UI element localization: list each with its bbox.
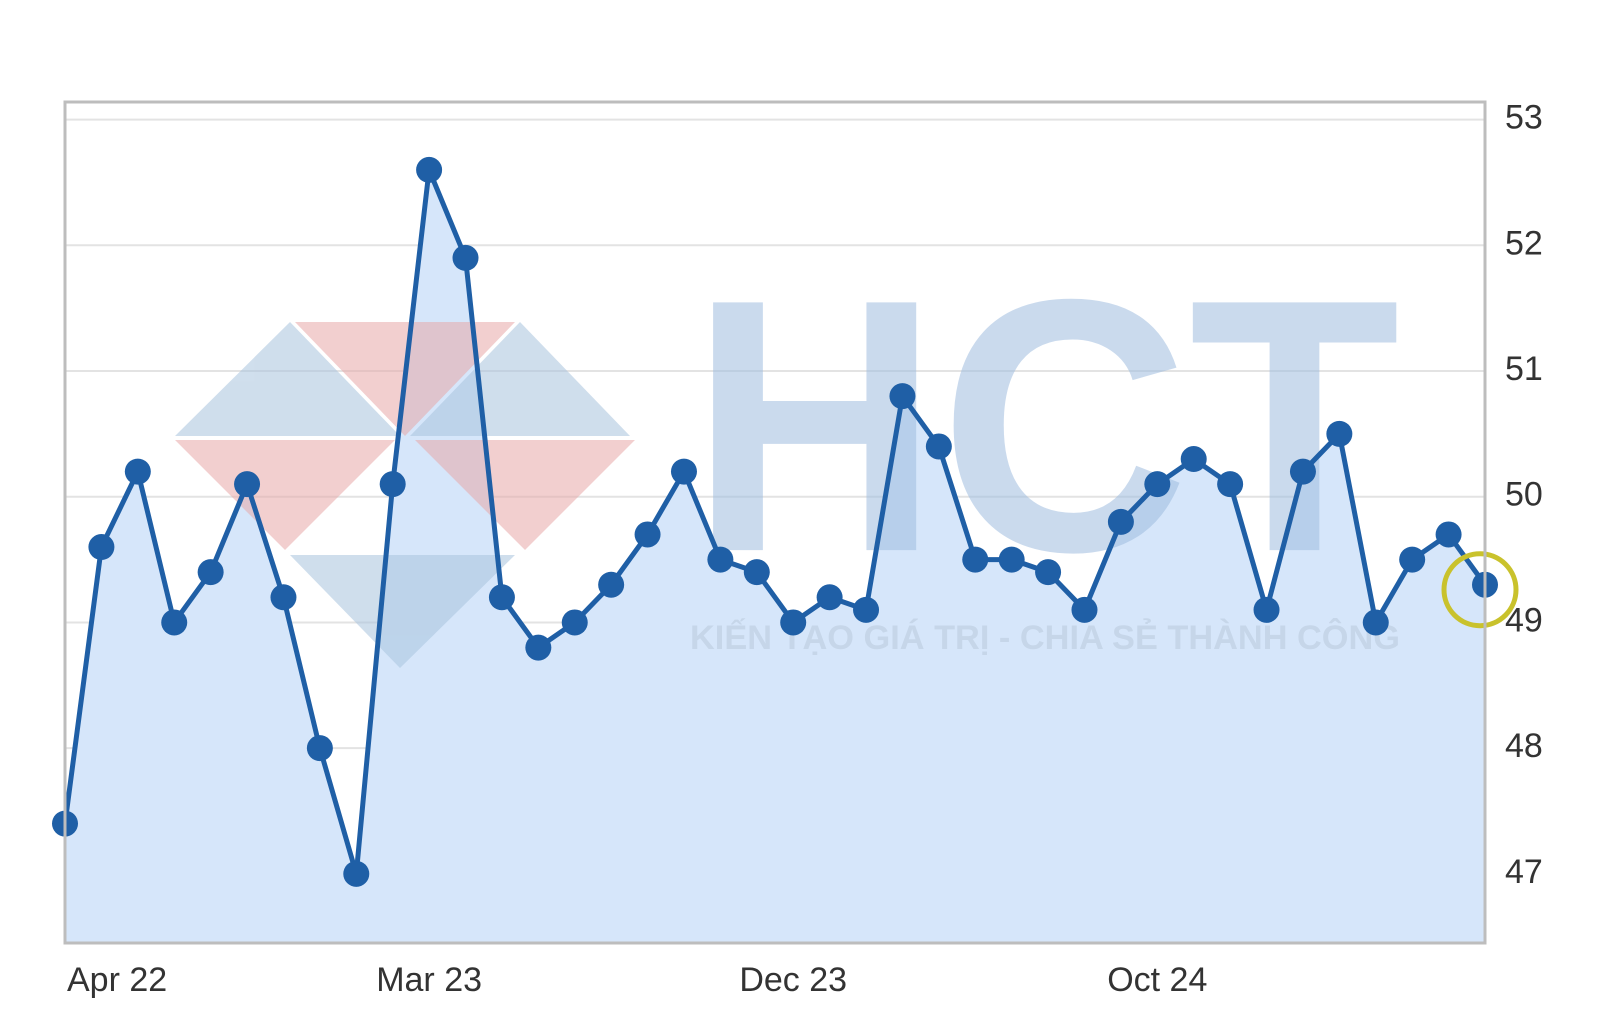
marker — [1289, 458, 1316, 485]
y-tick-label: 50 — [1505, 476, 1543, 514]
marker — [1326, 420, 1353, 447]
marker — [1435, 521, 1462, 548]
y-tick-label: 53 — [1505, 99, 1543, 137]
marker — [1071, 596, 1098, 623]
marker — [488, 584, 515, 611]
marker — [707, 546, 734, 573]
watermark: HCT KIẾN TẠO GIÁ TRỊ - CHIA SẺ THÀNH CÔN… — [175, 225, 1400, 668]
marker — [416, 156, 443, 183]
marker — [343, 860, 370, 887]
logo-shape — [290, 555, 515, 668]
marker — [1217, 471, 1244, 498]
marker — [1144, 471, 1171, 498]
marker — [525, 634, 552, 661]
logo-shape — [175, 440, 395, 550]
marker — [1362, 609, 1389, 636]
marker — [1107, 508, 1134, 535]
marker — [234, 471, 261, 498]
marker — [561, 609, 588, 636]
x-tick-label: Oct 24 — [1107, 961, 1207, 999]
marker — [270, 584, 297, 611]
marker — [598, 571, 625, 598]
marker — [197, 559, 224, 586]
marker — [379, 471, 406, 498]
y-tick-label: 48 — [1505, 727, 1543, 765]
marker — [634, 521, 661, 548]
y-tick-label: 51 — [1505, 350, 1543, 388]
marker — [670, 458, 697, 485]
y-tick-label: 47 — [1505, 853, 1543, 891]
marker — [88, 534, 115, 561]
logo-shape — [415, 440, 635, 550]
marker — [1253, 596, 1280, 623]
marker — [853, 596, 880, 623]
logo-shape — [410, 322, 630, 436]
marker — [816, 584, 843, 611]
x-tick-label: Apr 22 — [67, 961, 167, 999]
marker — [452, 244, 479, 271]
highlight-ring — [1441, 551, 1519, 629]
marker — [306, 735, 333, 762]
marker — [889, 383, 916, 410]
marker — [1035, 559, 1062, 586]
x-tick-label: Dec 23 — [739, 961, 847, 999]
marker — [1399, 546, 1426, 573]
y-tick-label: 52 — [1505, 224, 1543, 262]
marker — [161, 609, 188, 636]
line — [62, 167, 1488, 877]
x-tick-label: Mar 23 — [376, 961, 482, 999]
watermark-slogan: KIẾN TẠO GIÁ TRỊ - CHIA SẺ THÀNH CÔNG — [690, 618, 1400, 657]
marker — [1180, 446, 1207, 473]
marker — [925, 433, 952, 460]
marker — [124, 458, 151, 485]
logo-shape — [175, 322, 400, 436]
marker — [780, 609, 807, 636]
marker — [743, 559, 770, 586]
marker — [998, 546, 1025, 573]
marker — [962, 546, 989, 573]
plot-frame — [63, 100, 1487, 945]
